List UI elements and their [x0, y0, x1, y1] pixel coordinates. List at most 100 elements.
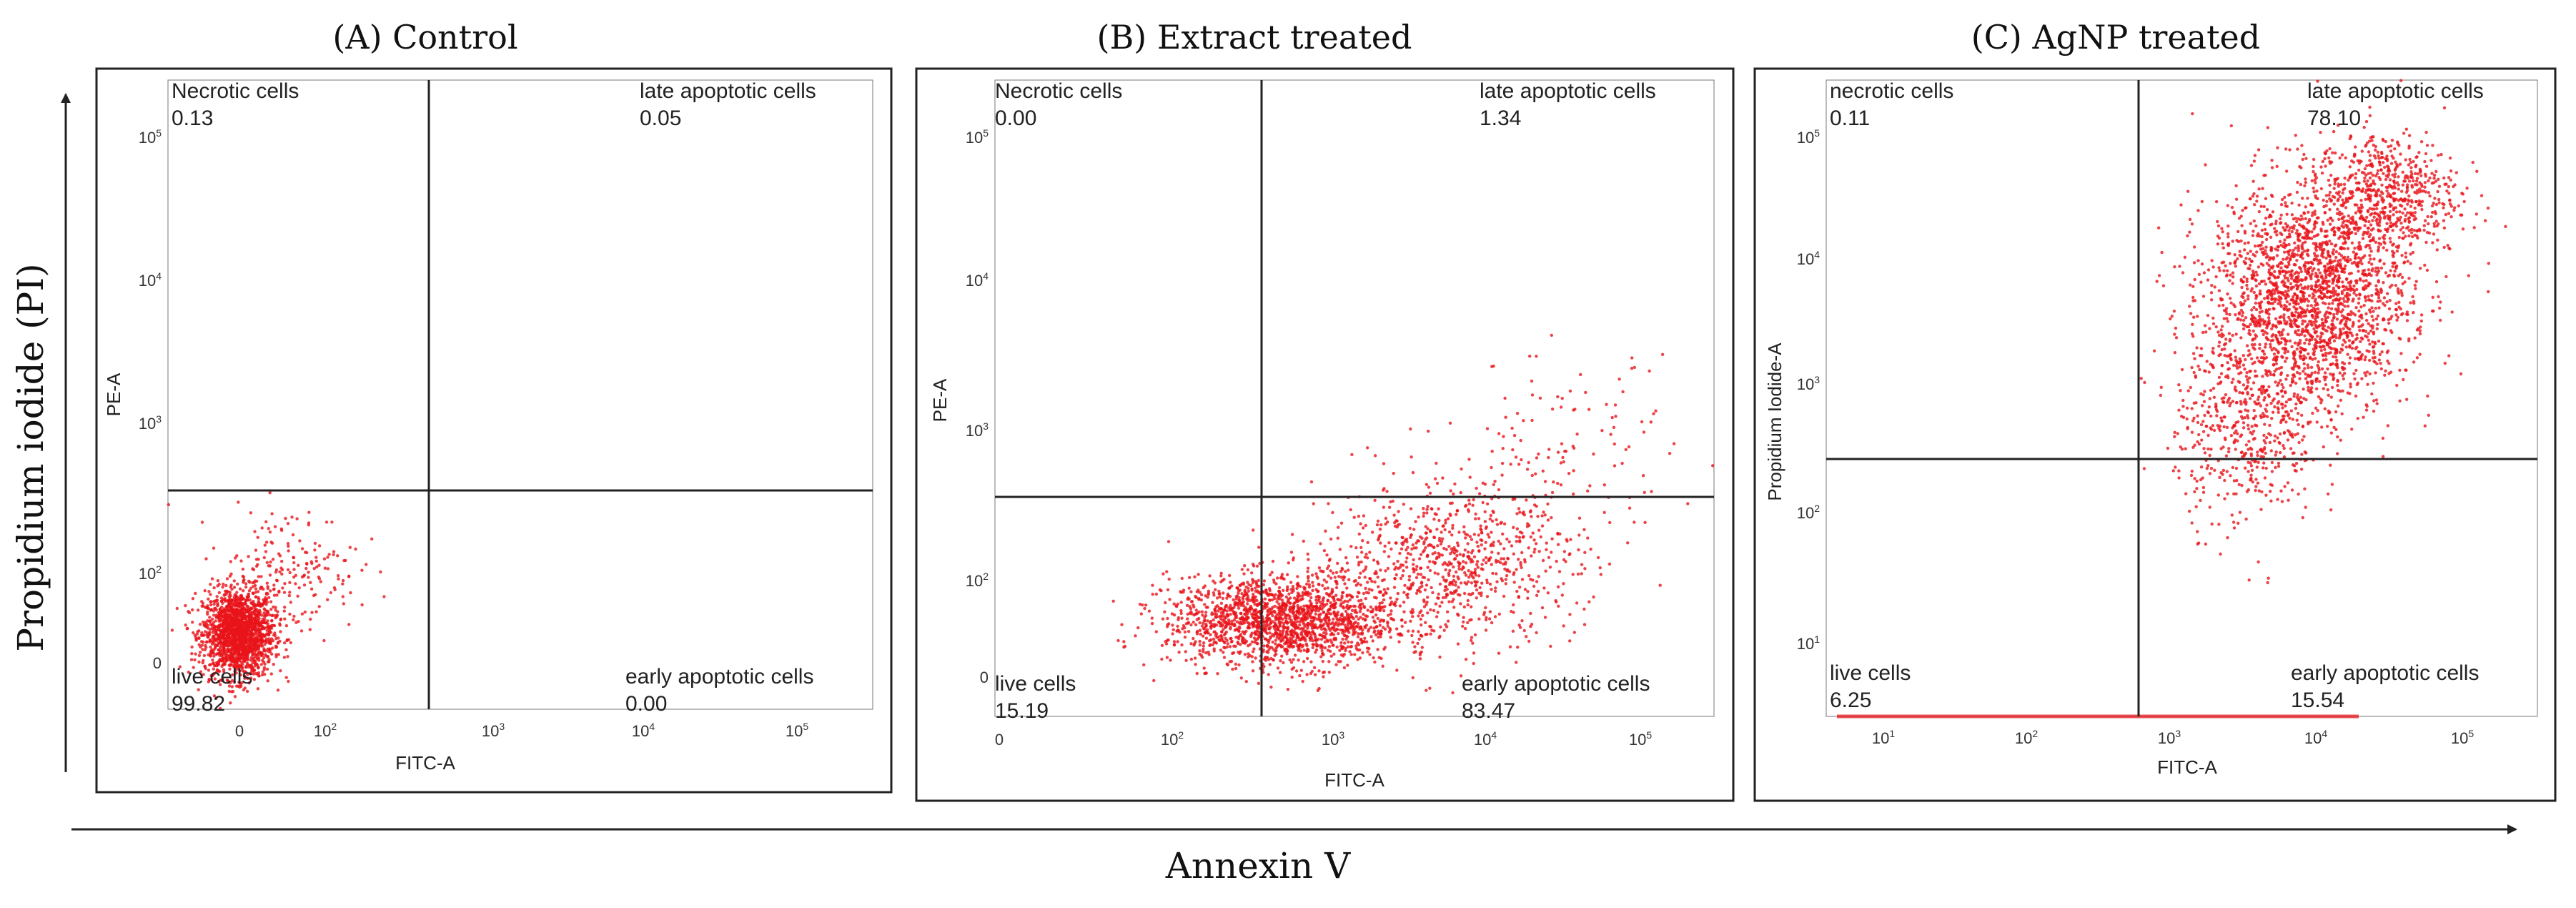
scatter-point [1300, 645, 1304, 648]
scatter-point [1171, 632, 1174, 636]
scatter-point [1439, 625, 1442, 629]
scatter-point [1280, 575, 1284, 578]
scatter-point [211, 631, 215, 634]
scatter-point [1422, 511, 1426, 515]
scatter-point [1411, 543, 1415, 547]
scatter-point [1335, 645, 1339, 649]
scatter-point [217, 669, 220, 673]
scatter-point [1203, 584, 1207, 588]
scatter-point [1520, 531, 1524, 535]
scatter-point [1331, 571, 1335, 575]
scatter-point [1369, 610, 1374, 613]
scatter-point [2314, 181, 2317, 184]
scatter-point [1633, 365, 1636, 370]
scatter-point [1281, 618, 1285, 621]
scatter-point [1528, 355, 1532, 358]
scatter-point [360, 568, 364, 572]
scatter-point [1409, 427, 1412, 431]
scatter-point [1340, 594, 1344, 598]
scatter-point [259, 586, 263, 589]
scatter-point [170, 628, 174, 632]
scatter-point [1321, 570, 1324, 573]
scatter-point [1267, 613, 1270, 617]
scatter-point [1307, 586, 1312, 589]
scatter-point [1437, 596, 1440, 600]
scatter-point [254, 558, 259, 561]
scatter-point [209, 645, 212, 649]
scatter-point [1522, 558, 1527, 562]
scatter-point [241, 597, 244, 601]
scatter-point [1409, 619, 1412, 623]
scatter-point [1284, 616, 1288, 621]
scatter-point [1307, 579, 1310, 583]
scatter-point [1478, 586, 1482, 590]
scatter-point [279, 669, 282, 673]
scatter-point [1427, 429, 1430, 433]
scatter-point [1630, 367, 1634, 370]
scatter-point [1592, 595, 1595, 599]
scatter-point [1471, 641, 1475, 645]
scatter-point [1184, 658, 1188, 662]
scatter-point [241, 567, 245, 571]
scatter-point [1388, 603, 1392, 607]
scatter-point [1537, 528, 1541, 532]
scatter-point [2246, 287, 2249, 291]
scatter-point [267, 596, 271, 599]
scatter-point [212, 654, 216, 658]
scatter-point [1536, 589, 1540, 593]
scatter-point [286, 522, 290, 525]
scatter-point [247, 611, 250, 614]
scatter-point [1385, 490, 1389, 493]
scatter-point [197, 653, 202, 658]
scatter-point [1627, 445, 1631, 449]
scatter-point [1382, 462, 1386, 465]
scatter-point [230, 685, 234, 689]
scatter-point [1250, 640, 1254, 643]
scatter-point [348, 546, 352, 549]
scatter-point [1515, 535, 1518, 538]
scatter-point [242, 656, 246, 660]
scatter-point [1186, 597, 1189, 601]
scatter-point [240, 618, 244, 621]
scatter-point [1456, 642, 1460, 646]
scatter-point [1356, 632, 1360, 636]
scatter-point [1376, 576, 1379, 579]
scatter-point [1518, 510, 1522, 514]
scatter-point [1520, 566, 1523, 570]
scatter-point [1204, 613, 1208, 618]
scatter-point [1306, 608, 1309, 613]
scatter-point [1473, 633, 1477, 637]
scatter-point [1458, 553, 1462, 556]
scatter-point [1301, 679, 1304, 684]
scatter-point [1437, 538, 1442, 543]
scatter-point [1557, 604, 1560, 608]
scatter-point [178, 665, 182, 668]
scatter-point [1499, 542, 1502, 546]
scatter-point [1357, 563, 1361, 567]
scatter-point [1243, 632, 1247, 636]
scatter-point [1286, 626, 1290, 629]
scatter-point [264, 598, 268, 601]
scatter-point [1212, 649, 1217, 653]
panel-b-plot-area [994, 79, 1715, 717]
scatter-point [322, 638, 326, 643]
scatter-point [237, 500, 240, 504]
scatter-point [2342, 327, 2345, 330]
scatter-point [1229, 613, 1232, 616]
panel-b-top-right-value: 1.34 [1480, 107, 1521, 130]
scatter-point [1366, 650, 1369, 653]
scatter-point [214, 671, 218, 674]
scatter-point [1397, 640, 1401, 643]
scatter-point [2385, 292, 2389, 295]
scatter-point [329, 591, 332, 595]
scatter-point [2369, 250, 2373, 253]
scatter-point [1323, 640, 1327, 643]
scatter-point [268, 531, 272, 534]
scatter-point [1314, 634, 1317, 638]
scatter-point [1271, 559, 1275, 563]
scatter-point [1305, 673, 1309, 676]
scatter-point [1411, 641, 1415, 644]
scatter-point [1477, 617, 1481, 621]
scatter-point [1362, 606, 1367, 609]
scatter-point [1543, 513, 1547, 517]
